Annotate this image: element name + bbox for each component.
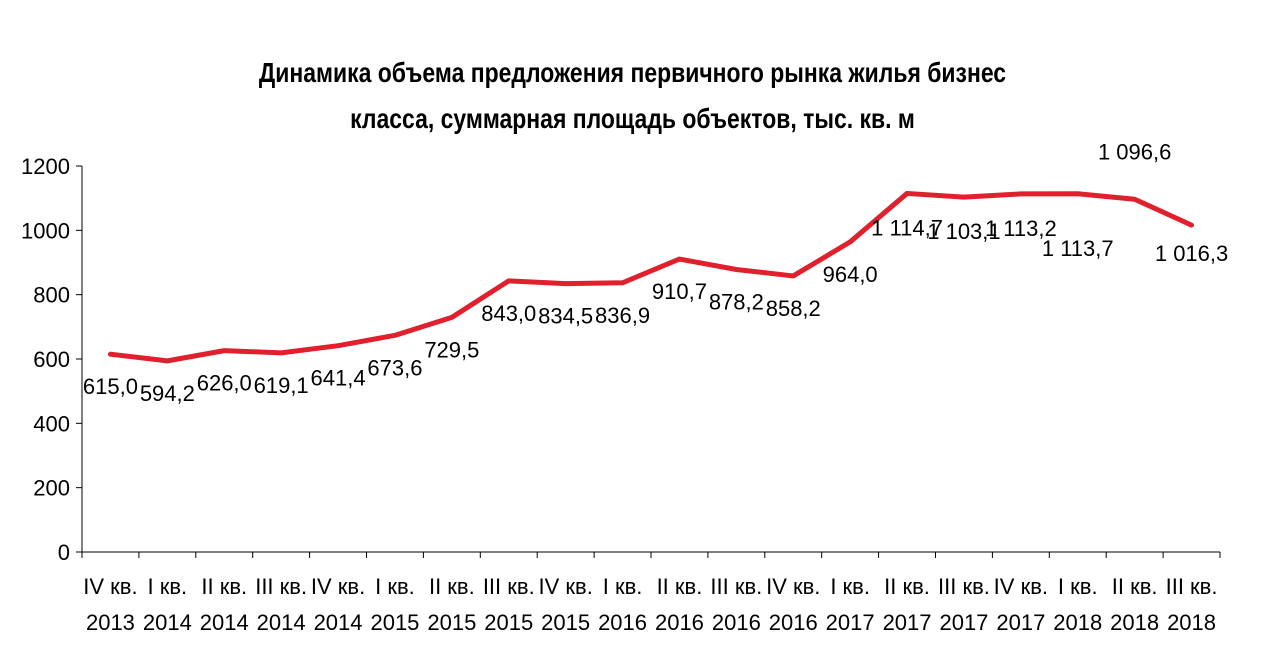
x-tick-label-quarter: III кв. — [255, 574, 307, 599]
data-label: 1 113,2 — [985, 216, 1057, 241]
data-label: 834,5 — [538, 304, 593, 329]
x-tick-label-year: 2015 — [370, 610, 419, 635]
data-label: 843,0 — [481, 301, 536, 326]
x-tick-label-year: 2018 — [1167, 610, 1216, 635]
x-tick-label-quarter: III кв. — [483, 574, 535, 599]
data-label: 673,6 — [367, 355, 422, 380]
x-tick-label-year: 2016 — [598, 610, 647, 635]
data-label: 615,0 — [83, 374, 138, 399]
x-tick-label-quarter: IV кв. — [994, 574, 1048, 599]
y-tick-label: 400 — [33, 411, 70, 436]
data-label: 910,7 — [652, 279, 707, 304]
x-tick-label-year: 2017 — [883, 610, 932, 635]
x-tick-label-quarter: IV кв. — [311, 574, 365, 599]
x-tick-label-quarter: III кв. — [1166, 574, 1218, 599]
x-tick-label-year: 2015 — [484, 610, 533, 635]
y-tick-label: 800 — [33, 283, 70, 308]
x-tick-label-quarter: III кв. — [710, 574, 762, 599]
x-tick-label-quarter: I кв. — [830, 574, 870, 599]
y-tick-label: 1200 — [21, 154, 70, 179]
x-tick-label-year: 2014 — [143, 610, 192, 635]
x-tick-label-year: 2017 — [939, 610, 988, 635]
x-tick-label-year: 2015 — [541, 610, 590, 635]
data-labels: 615,0 594,2 626,0 619,1 641,4 673,6729,5843,0… — [83, 139, 1228, 406]
x-tick-label-year: 2014 — [314, 610, 363, 635]
data-label: 1 113,7 — [1042, 236, 1114, 261]
x-tick-label-year: 2017 — [826, 610, 875, 635]
x-tick-label-year: 2018 — [1053, 610, 1102, 635]
chart-title: Динамика объема предложения первичного р… — [114, 50, 1151, 142]
data-label: 619,1 — [254, 373, 309, 398]
data-label: 836,9 — [595, 303, 650, 328]
data-label: 1 103,1 — [927, 219, 1000, 244]
x-tick-label-year: 2016 — [655, 610, 704, 635]
data-label: 594,2 — [140, 381, 195, 406]
x-tick-label-year: 2017 — [996, 610, 1045, 635]
y-tick-label: 600 — [33, 347, 70, 372]
x-tick-label-quarter: II кв. — [1112, 574, 1158, 599]
x-tick-label-year: 2015 — [427, 610, 476, 635]
x-tick-label-quarter: II кв. — [884, 574, 930, 599]
series-line — [107, 190, 1195, 364]
x-tick-label-quarter: IV кв. — [538, 574, 592, 599]
y-tick-label: 0 — [58, 540, 70, 565]
data-label: 1 114,7 — [871, 215, 943, 240]
data-label: 729,5 — [424, 337, 479, 362]
x-tick-label-quarter: II кв. — [201, 574, 247, 599]
x-tick-label-quarter: I кв. — [1058, 574, 1098, 599]
x-tick-label-quarter: II кв. — [429, 574, 475, 599]
x-tick-label-quarter: I кв. — [148, 574, 188, 599]
x-tick-label-quarter: II кв. — [657, 574, 703, 599]
x-tick-label-year: 2014 — [200, 610, 249, 635]
y-tick-label: 200 — [33, 476, 70, 501]
data-label: 1 096,6 — [1098, 139, 1171, 164]
data-label: 1 016,3 — [1155, 241, 1228, 266]
y-tick-label: 1000 — [21, 218, 70, 243]
x-tick-label-quarter: I кв. — [603, 574, 643, 599]
x-tick-label-quarter: III кв. — [938, 574, 990, 599]
x-tick-label-year: 2018 — [1110, 610, 1159, 635]
data-label: 964,0 — [823, 262, 878, 287]
x-tick-label-quarter: I кв. — [375, 574, 415, 599]
x-tick-label-year: 2014 — [257, 610, 306, 635]
data-label: 858,2 — [766, 296, 821, 321]
x-tick-label-year: 2016 — [712, 610, 761, 635]
y-axis-ticks: 0 200 400 600 800 1000 1200 — [21, 154, 82, 565]
x-tick-label-year: 2016 — [769, 610, 818, 635]
x-tick-label-quarter: IV кв. — [83, 574, 137, 599]
x-tick-label-quarter: IV кв. — [766, 574, 820, 599]
data-label: 641,4 — [311, 366, 366, 391]
chart-title-line1: Динамика объема предложения первичного р… — [258, 57, 1007, 88]
series-line-path — [107, 190, 1195, 364]
x-tick-label-year: 2013 — [86, 610, 135, 635]
data-label: 878,2 — [709, 290, 764, 315]
data-label: 626,0 — [197, 371, 252, 396]
chart-title-line2: класса, суммарная площадь объектов, тыс.… — [350, 103, 915, 134]
